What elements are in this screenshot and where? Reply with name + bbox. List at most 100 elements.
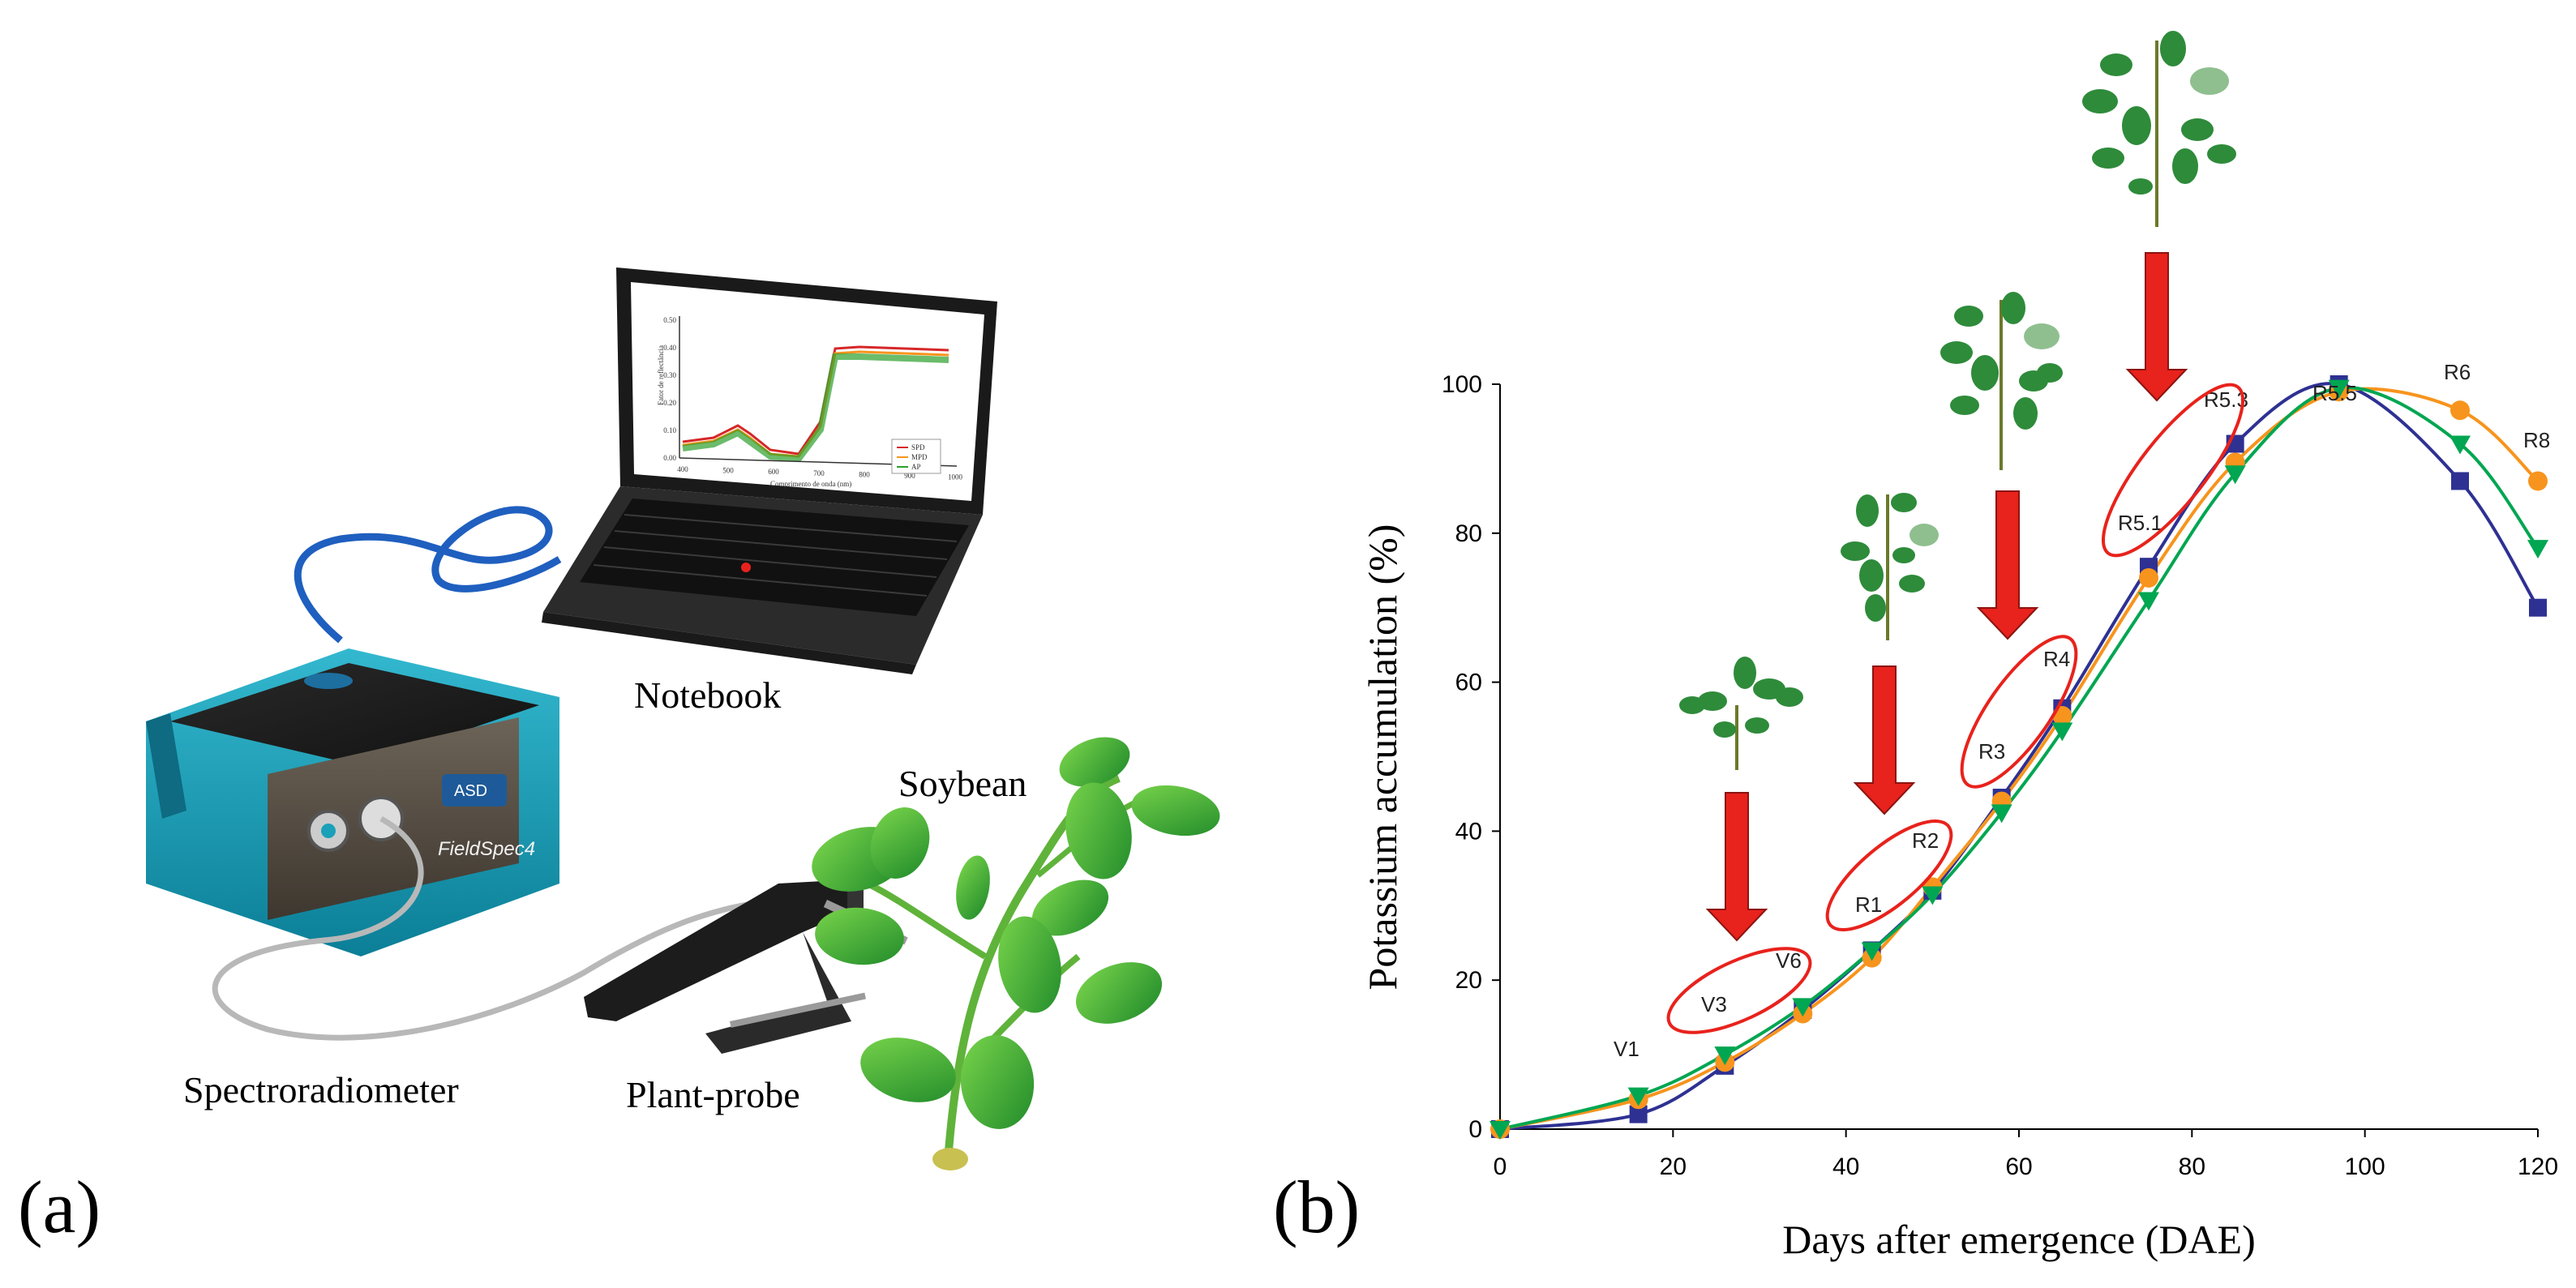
label-notebook: Notebook xyxy=(634,674,781,716)
label-soybean: Soybean xyxy=(898,763,1027,804)
data-point-series-1 xyxy=(2450,400,2470,421)
screen-x-tick-label: 600 xyxy=(768,468,779,476)
soybean-illustration xyxy=(812,737,1220,1170)
y-tick-label: 100 xyxy=(1442,371,1482,398)
data-point-series-0 xyxy=(1629,1105,1648,1123)
ellipse-r3-r4 xyxy=(1960,635,2078,789)
ellipse-r5 xyxy=(2101,383,2245,558)
usb-cable xyxy=(294,506,562,644)
screen-legend-1: SPD xyxy=(911,443,925,451)
data-point-series-0 xyxy=(2529,598,2547,617)
screen-y-tick-label: 0.20 xyxy=(663,399,676,407)
device-brand: ASD xyxy=(454,782,487,800)
stage-ellipses xyxy=(1666,383,2245,1034)
data-point-series-2 xyxy=(1627,1087,1649,1106)
data-point-series-2 xyxy=(2051,722,2073,742)
x-tick-label: 40 xyxy=(1832,1153,1859,1180)
ellipse-r1-r2 xyxy=(1825,819,1953,932)
arrow-r1 xyxy=(1853,665,1916,815)
stage-v1: V1 xyxy=(1614,1037,1639,1061)
stage-v3: V3 xyxy=(1701,992,1727,1016)
stage-v6: V6 xyxy=(1776,948,1802,973)
stage-r5-1: R5.1 xyxy=(2118,511,2162,535)
label-spectroradiometer: Spectroradiometer xyxy=(183,1069,459,1110)
screen-x-tick-label: 700 xyxy=(813,469,825,477)
x-ticks: 0 20 40 60 80 100 120 xyxy=(1494,1129,2558,1180)
screen-chart: Fator de reflectância Comprimento de ond… xyxy=(657,316,963,488)
data-point-series-1 xyxy=(2139,567,2158,588)
plant-probe-illustration xyxy=(584,879,908,1054)
data-point-series-2 xyxy=(1792,998,1814,1017)
data-point-series-2 xyxy=(1489,1121,1511,1140)
arrow-r5 xyxy=(2125,252,2188,402)
arrow-r3 xyxy=(1976,490,2039,640)
screen-y-tick-label: 0.40 xyxy=(663,344,676,352)
screen-x-tick-label: 400 xyxy=(677,465,688,473)
data-point-series-0 xyxy=(2451,472,2469,490)
screen-y-tick-label: 0.00 xyxy=(663,454,676,462)
arrow-v xyxy=(1705,792,1768,942)
screen-legend-3: AP xyxy=(911,463,921,471)
y-axis-label: Potassium accumulation (%) xyxy=(1360,524,1405,991)
y-tick-label: 40 xyxy=(1455,818,1482,845)
data-point-series-2 xyxy=(1714,1046,1736,1066)
stage-r1: R1 xyxy=(1855,892,1882,917)
plant-icon-v xyxy=(1679,657,1803,770)
y-tick-label: 60 xyxy=(1455,670,1482,696)
panel-b-label: (b) xyxy=(1273,1166,1360,1248)
screen-ylabel: Fator de reflectância xyxy=(657,345,665,405)
series-layer xyxy=(1489,375,2548,1140)
plant-icon-r3 xyxy=(1940,292,2063,470)
screen-y-tick-label: 0.50 xyxy=(663,316,676,324)
plant-icon-r1 xyxy=(1841,493,1939,640)
y-tick-label: 0 xyxy=(1468,1116,1482,1143)
screen-x-tick-label: 500 xyxy=(722,467,734,475)
data-point-series-2 xyxy=(2138,592,2159,611)
stage-r3: R3 xyxy=(1978,739,2005,764)
data-point-series-2 xyxy=(1922,886,1944,905)
x-tick-label: 60 xyxy=(2005,1153,2032,1180)
x-tick-label: 20 xyxy=(1660,1153,1687,1180)
screen-x-tick-label: 800 xyxy=(859,470,870,478)
screen-x-ticks: 400 500 600 700 800 900 1000 xyxy=(677,465,962,481)
stage-r5-5: R5.5 xyxy=(2312,381,2357,405)
fiber-optic-cable xyxy=(212,815,779,1041)
y-tick-label: 80 xyxy=(1455,520,1482,547)
data-point-series-2 xyxy=(2527,540,2548,559)
screen-y-tick-label: 0.10 xyxy=(663,426,676,434)
stage-r6: R6 xyxy=(2444,360,2471,384)
device-model: FieldSpec4 xyxy=(438,838,535,860)
screen-x-tick-label: 1000 xyxy=(948,473,963,481)
y-tick-label: 20 xyxy=(1455,967,1482,994)
x-axis-label: Days after emergence (DAE) xyxy=(1782,1217,2256,1262)
screen-xlabel: Comprimento de onda (nm) xyxy=(770,480,851,488)
x-tick-label: 100 xyxy=(2345,1153,2385,1180)
x-tick-label: 80 xyxy=(2179,1153,2205,1180)
plant-icon-r5 xyxy=(2082,31,2236,227)
screen-legend-2: MPD xyxy=(911,453,928,461)
data-point-series-1 xyxy=(2528,471,2548,491)
panel-a: Fator de reflectância Comprimento de ond… xyxy=(18,267,1220,1248)
data-point-series-2 xyxy=(2328,379,2350,399)
laptop-illustration: Fator de reflectância Comprimento de ond… xyxy=(542,267,997,674)
x-tick-label: 120 xyxy=(2518,1153,2558,1180)
panel-b: 0 20 40 60 80 100 120 0 20 40 60 80 100 V1 V3 V6 R1… xyxy=(1273,31,2558,1262)
stage-r4: R4 xyxy=(2043,647,2070,671)
data-point-series-2 xyxy=(1991,804,2012,824)
y-ticks: 0 20 40 60 80 100 xyxy=(1442,371,1500,1143)
data-point-series-2 xyxy=(2224,465,2246,485)
ellipse-v3-v6 xyxy=(1666,947,1812,1034)
stage-annotations: V1 V3 V6 R1 R2 R3 R4 R5.1 R5.3 R5.5 R6 R… xyxy=(1614,360,2550,1061)
stage-r8: R8 xyxy=(2523,428,2550,452)
screen-x-tick-label: 900 xyxy=(904,472,915,480)
data-point-series-2 xyxy=(2450,435,2471,455)
stage-arrows xyxy=(1705,252,2188,942)
spectroradiometer-illustration: ASD FieldSpec4 xyxy=(146,648,559,956)
x-tick-label: 0 xyxy=(1494,1153,1507,1180)
screen-y-ticks: 0.00 0.10 0.20 0.30 0.40 0.50 xyxy=(663,316,676,462)
screen-y-tick-label: 0.30 xyxy=(663,371,676,379)
stage-r2: R2 xyxy=(1912,828,1939,853)
panel-a-label: (a) xyxy=(18,1166,101,1248)
label-plant-probe: Plant-probe xyxy=(626,1074,800,1115)
